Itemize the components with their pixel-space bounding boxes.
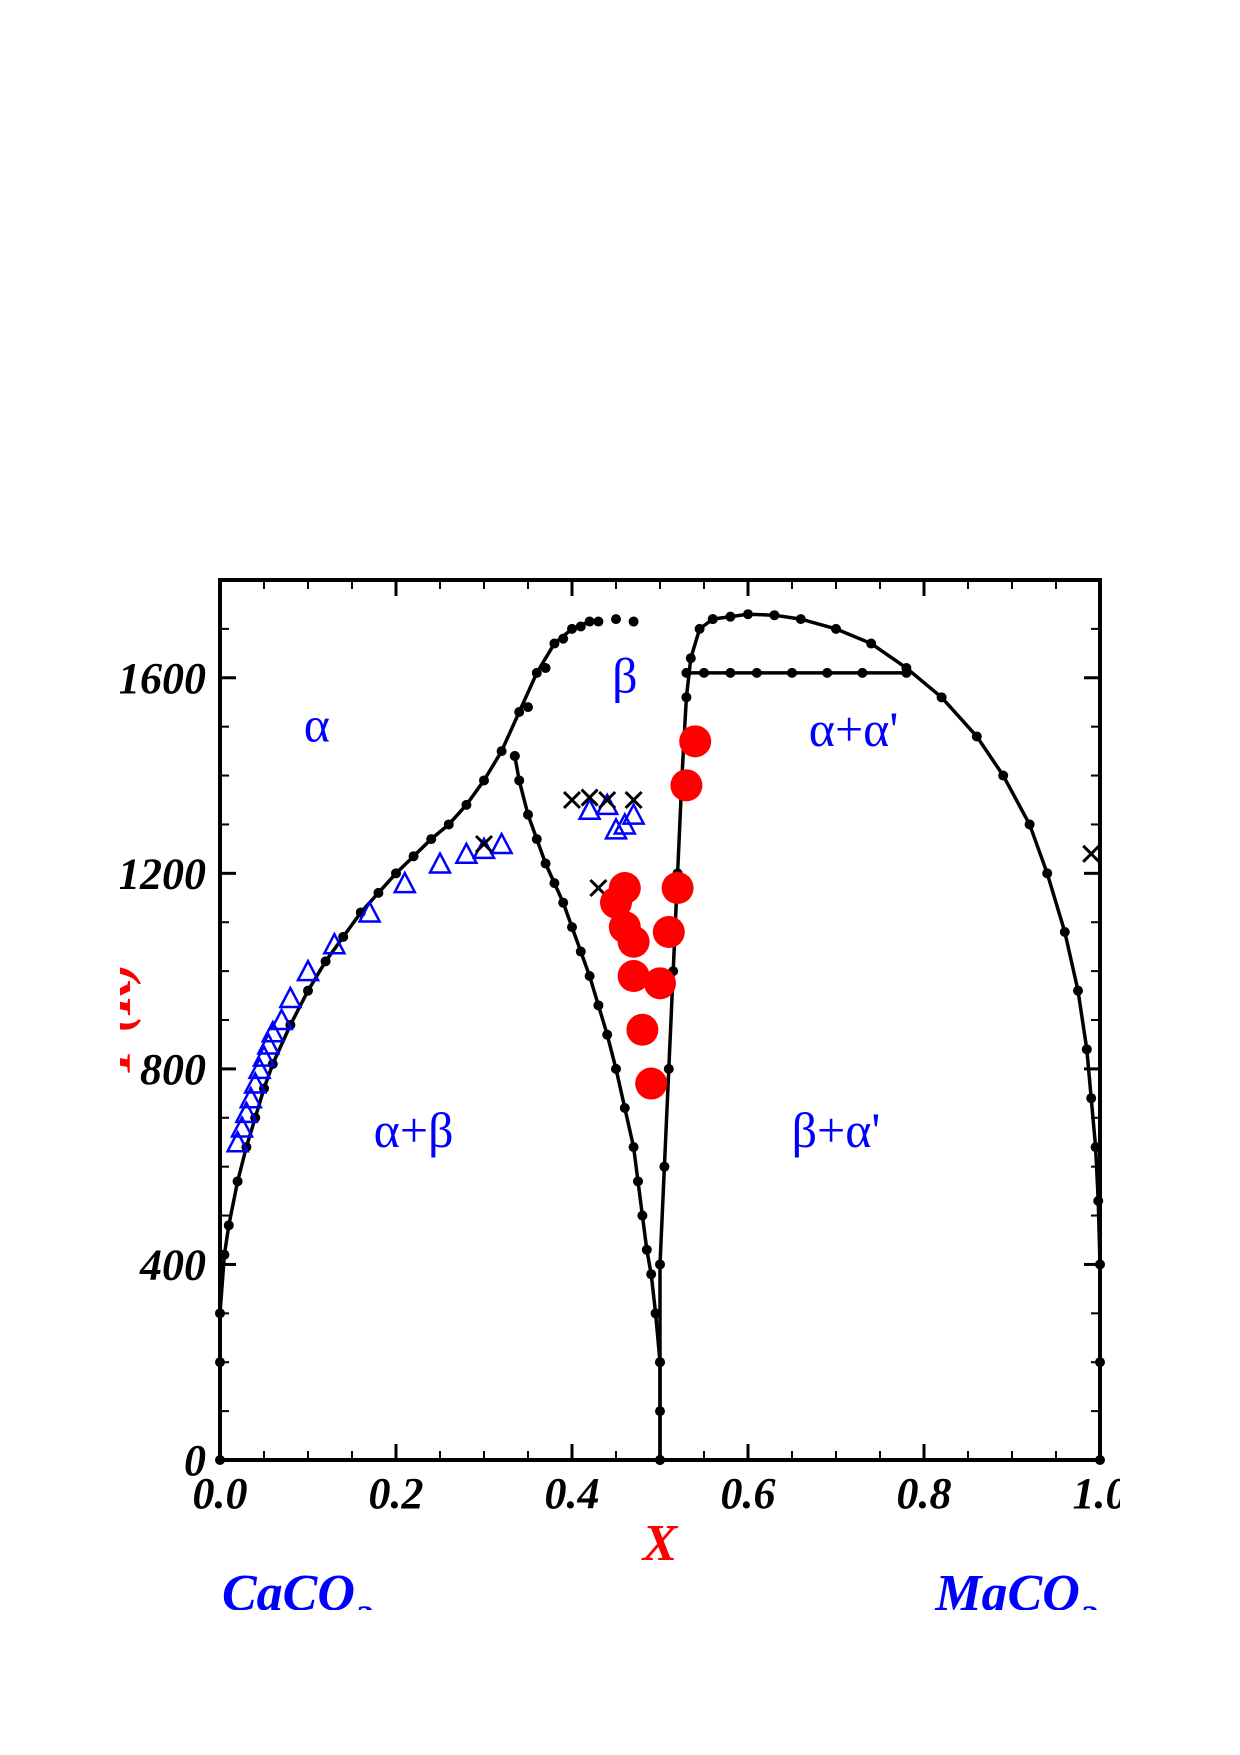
svg-text:α+α': α+α' bbox=[809, 701, 899, 757]
svg-text:0.4: 0.4 bbox=[545, 1469, 600, 1518]
svg-text:α+β: α+β bbox=[374, 1102, 454, 1158]
svg-text:1200: 1200 bbox=[120, 849, 206, 898]
svg-text:β+α': β+α' bbox=[792, 1102, 881, 1158]
svg-text:CaCO3: CaCO3 bbox=[222, 1565, 373, 1610]
chart-svg: 0.00.20.40.60.81.0040080012001600αβα+α'α… bbox=[120, 530, 1120, 1610]
svg-text:1600: 1600 bbox=[120, 654, 206, 703]
svg-text:β: β bbox=[612, 647, 637, 703]
svg-text:α: α bbox=[304, 696, 330, 752]
svg-text:MgCO3: MgCO3 bbox=[934, 1565, 1098, 1610]
svg-text:X: X bbox=[641, 1515, 679, 1572]
svg-text:1.0: 1.0 bbox=[1073, 1469, 1121, 1518]
svg-text:800: 800 bbox=[140, 1045, 206, 1094]
svg-text:0.6: 0.6 bbox=[721, 1469, 776, 1518]
svg-text:0.2: 0.2 bbox=[369, 1469, 424, 1518]
svg-text:400: 400 bbox=[139, 1240, 206, 1289]
svg-text:0: 0 bbox=[184, 1436, 206, 1485]
phase-diagram: 0.00.20.40.60.81.0040080012001600αβα+α'α… bbox=[120, 530, 1120, 1610]
svg-text:T (K): T (K) bbox=[120, 963, 142, 1077]
svg-text:0.8: 0.8 bbox=[897, 1469, 952, 1518]
